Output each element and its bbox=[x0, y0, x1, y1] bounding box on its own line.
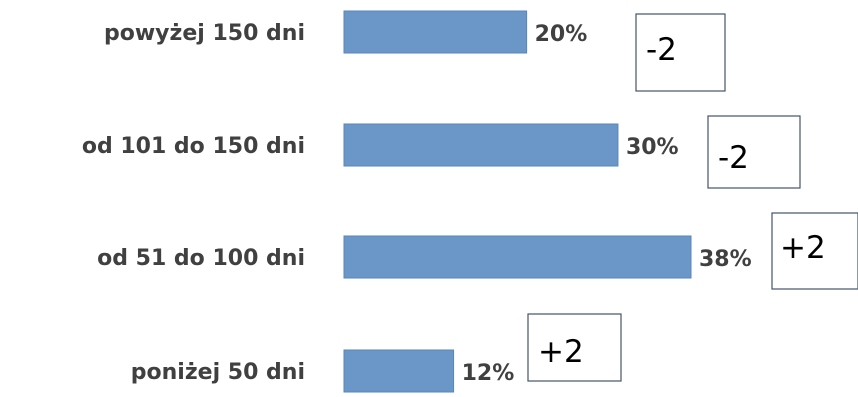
change-annotation-label: +2 bbox=[780, 230, 826, 266]
value-label: 38% bbox=[699, 247, 752, 272]
value-label: 20% bbox=[535, 22, 588, 47]
bar bbox=[343, 349, 455, 393]
value-label: 12% bbox=[462, 361, 515, 386]
change-annotation-label: +2 bbox=[538, 334, 584, 370]
bar bbox=[343, 235, 692, 279]
change-annotation-box bbox=[527, 313, 622, 382]
bar bbox=[343, 10, 528, 54]
value-label: 30% bbox=[626, 135, 679, 160]
change-annotation-box bbox=[771, 212, 858, 290]
change-annotation-label: -2 bbox=[646, 32, 677, 68]
bar bbox=[343, 123, 619, 167]
change-annotation-box bbox=[635, 13, 726, 92]
category-label: od 51 do 100 dni bbox=[97, 246, 305, 271]
change-annotation-label: -2 bbox=[718, 140, 749, 176]
change-annotation-box bbox=[707, 115, 801, 189]
category-label: od 101 do 150 dni bbox=[82, 134, 305, 159]
category-label: poniżej 50 dni bbox=[131, 360, 305, 385]
category-label: powyżej 150 dni bbox=[104, 21, 305, 46]
